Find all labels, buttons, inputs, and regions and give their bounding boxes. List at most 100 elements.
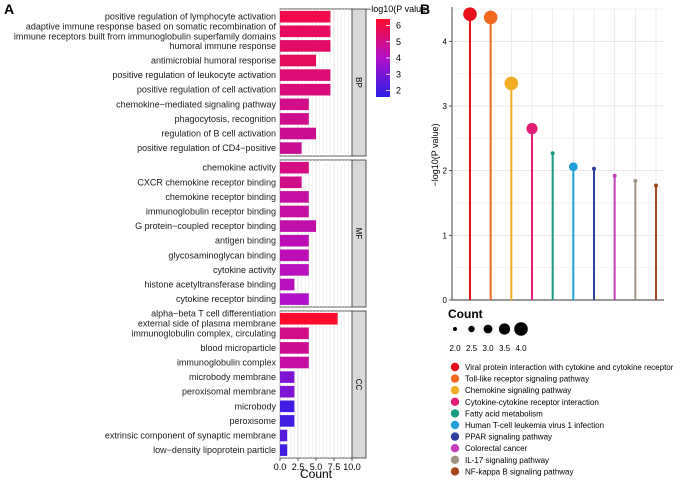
panel-a-term-labels: positive regulation of lymphocyte activa… [14,12,277,455]
point-3 [526,123,538,135]
bar-cc-1 [280,327,309,340]
bar-mf-2 [280,191,309,203]
panel-b-points [463,7,658,188]
y-tick-label: 4 [443,37,448,46]
bar-bp-9 [280,142,302,154]
panel-a-x-axis-label: Count [300,467,333,481]
term-label: chemokine−mediated signaling pathway [116,99,276,109]
size-legend-dot [514,322,528,336]
term-label: histone acetyltransferase binding [144,280,276,290]
panel-b-stems [469,14,657,300]
colorbar-tick-label: 4 [396,53,401,63]
facet-label-cc: CC [354,379,363,391]
facet-label-mf: MF [354,228,363,240]
term-label: regulation of B cell activation [161,129,276,139]
bar-cc-6 [280,400,295,413]
point-5 [568,162,578,172]
colorbar-tick-label: 2 [396,86,401,96]
term-label-line: cytokine activity [213,265,277,275]
legend-label: Cytokine-cytokine receptor interaction [465,398,599,407]
term-label: cytokine receptor binding [176,294,276,304]
bar-cc-4 [280,371,295,383]
bar-mf-7 [280,264,309,276]
colorbar-gradient [376,19,390,97]
bar-mf-1 [280,176,302,189]
panel-b-y-axis: 0 1 2 3 4 [443,7,664,305]
term-label: G protein−coupled receptor binding [135,221,276,231]
term-label: positive regulation of CD4−positive [137,143,276,153]
y-tick-label: 2 [443,167,448,176]
term-label: humoral immune response [169,41,276,51]
bar-bp-4 [280,69,331,81]
point-7 [612,173,617,178]
x-tick-label: 5.0 [310,462,323,472]
term-label-line: G protein−coupled receptor binding [135,221,276,231]
term-label-line: cytokine receptor binding [176,294,276,304]
size-legend-label: 4.0 [515,344,527,353]
term-label: positive regulation of lymphocyte activa… [105,12,276,22]
term-label: blood microparticle [200,343,276,353]
term-label: positive regulation of cell activation [137,85,276,95]
term-label-line: immunoglobulin complex, circulating [131,328,276,338]
term-label: microbody membrane [189,372,276,382]
term-label-line: positive regulation of cell activation [137,85,276,95]
panel-b-y-axis-label: −log10(P value) [430,123,440,186]
bar-cc-0 [280,312,338,325]
term-label-line: antimicrobial humoral response [151,56,276,66]
legend-swatch [450,374,460,383]
term-label: immunoglobulin receptor binding [146,207,276,217]
term-label-line: antigen binding [215,236,276,246]
bar-mf-3 [280,205,309,218]
panel-a-bars [280,10,338,456]
bar-cc-8 [280,429,288,442]
term-label-line: adaptive immune response based on somati… [26,21,277,31]
bar-bp-7 [280,113,309,125]
x-tick-label: 7.5 [328,462,341,472]
legend-swatch [450,386,460,395]
facet-strip-mf [351,159,367,308]
term-label-line: low−density lipoprotein particle [153,445,276,455]
panel-a: A positive regulation of lymphocyte acti… [4,1,429,481]
term-label-line: blood microparticle [200,343,276,353]
term-label-line: microbody [234,401,276,411]
term-label-line: immunoglobulin receptor binding [146,207,276,217]
point-9 [654,183,658,188]
y-tick-label: 0 [443,296,448,305]
term-label: chemokine receptor binding [165,192,276,202]
panel-b: B 0 1 2 3 4 −log10(P value) Count 2.0 2.5 3.0 3… [420,1,674,476]
size-legend-title: Count [448,307,483,321]
p-value-colorbar-legend: −log10(P value) 6 5 4 3 2 [366,4,429,97]
legend-label: Viral protein interaction with cytokine … [465,363,674,372]
bar-mf-0 [280,161,309,174]
term-label: peroxisome [229,416,276,426]
term-label: chemokine activity [202,163,276,173]
panel-a-facet-strips: BP MF CC [351,8,367,459]
bar-bp-6 [280,98,309,111]
pathway-color-legend: Viral protein interaction with cytokine … [450,362,674,476]
term-label-line: immune receptors built from immunoglobul… [14,31,277,41]
legend-swatch [450,409,460,418]
term-label-line: peroxisome [229,416,276,426]
facet-label-bp: BP [354,77,363,88]
point-8 [633,179,638,184]
point-0 [463,7,477,21]
term-label: immunoglobulin complex [177,358,277,368]
size-legend-dot [468,325,475,333]
term-label-line: chemokine activity [202,163,276,173]
term-label-line: extrinsic component of synaptic membrane [105,431,276,441]
bar-bp-1 [280,25,331,38]
term-label: CXCR chemokine receptor binding [137,177,276,187]
colorbar-tick-label: 5 [396,37,401,47]
bar-cc-5 [280,385,295,398]
legend-label: Colorectal cancer [465,444,528,453]
bar-cc-3 [280,356,309,369]
legend-swatch [450,420,460,430]
size-legend-dot [483,324,493,334]
legend-label: Chemokine signaling pathway [465,386,571,395]
term-label: extrinsic component of synaptic membrane [105,431,276,441]
term-label-line: peroxisomal membrane [182,387,276,397]
bar-mf-4 [280,220,316,232]
term-label: positive regulation of leukocyte activat… [112,70,276,80]
term-label-line: chemokine−mediated signaling pathway [116,99,276,109]
